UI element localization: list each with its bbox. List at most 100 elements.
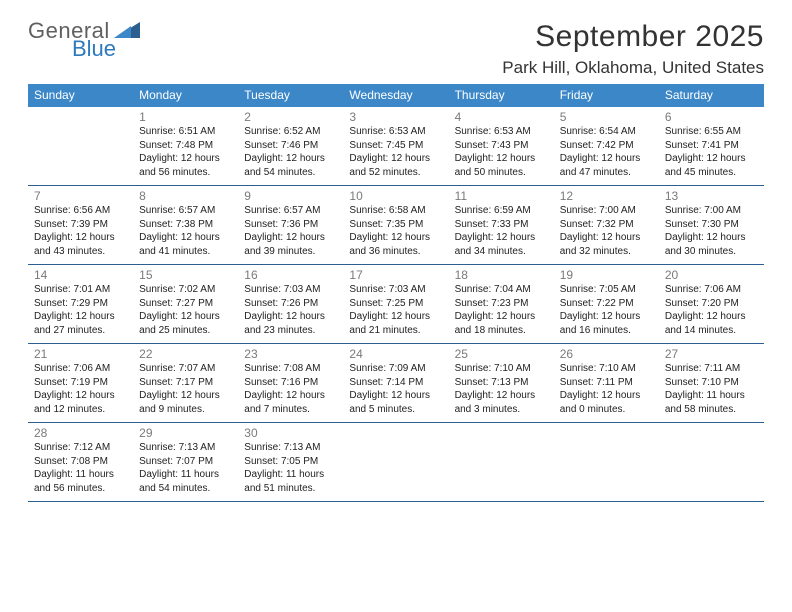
sunset-line: Sunset: 7:16 PM xyxy=(244,376,337,390)
daylight-line: Daylight: 12 hours and 0 minutes. xyxy=(560,389,653,416)
day-cell: 26Sunrise: 7:10 AMSunset: 7:11 PMDayligh… xyxy=(554,344,659,422)
sunset-line: Sunset: 7:42 PM xyxy=(560,139,653,153)
daylight-line: Daylight: 12 hours and 25 minutes. xyxy=(139,310,232,337)
sunrise-line: Sunrise: 7:03 AM xyxy=(244,283,337,297)
sunrise-line: Sunrise: 7:12 AM xyxy=(34,441,127,455)
day-number: 10 xyxy=(349,189,442,203)
sunrise-line: Sunrise: 6:56 AM xyxy=(34,204,127,218)
month-title: September 2025 xyxy=(502,20,764,54)
day-header-cell: Friday xyxy=(554,84,659,107)
day-number: 30 xyxy=(244,426,337,440)
day-number: 6 xyxy=(665,110,758,124)
day-number: 13 xyxy=(665,189,758,203)
daylight-line: Daylight: 12 hours and 3 minutes. xyxy=(455,389,548,416)
sunset-line: Sunset: 7:25 PM xyxy=(349,297,442,311)
sunset-line: Sunset: 7:26 PM xyxy=(244,297,337,311)
sunset-line: Sunset: 7:23 PM xyxy=(455,297,548,311)
daylight-line: Daylight: 12 hours and 5 minutes. xyxy=(349,389,442,416)
day-number: 23 xyxy=(244,347,337,361)
week-row: 21Sunrise: 7:06 AMSunset: 7:19 PMDayligh… xyxy=(28,344,764,423)
sunrise-line: Sunrise: 7:02 AM xyxy=(139,283,232,297)
day-cell xyxy=(343,423,448,501)
day-cell: 11Sunrise: 6:59 AMSunset: 7:33 PMDayligh… xyxy=(449,186,554,264)
daylight-line: Daylight: 12 hours and 21 minutes. xyxy=(349,310,442,337)
daylight-line: Daylight: 12 hours and 7 minutes. xyxy=(244,389,337,416)
day-number: 29 xyxy=(139,426,232,440)
sunrise-line: Sunrise: 6:53 AM xyxy=(455,125,548,139)
day-cell xyxy=(554,423,659,501)
sunset-line: Sunset: 7:35 PM xyxy=(349,218,442,232)
day-cell: 13Sunrise: 7:00 AMSunset: 7:30 PMDayligh… xyxy=(659,186,764,264)
daylight-line: Daylight: 12 hours and 36 minutes. xyxy=(349,231,442,258)
sunrise-line: Sunrise: 7:08 AM xyxy=(244,362,337,376)
week-row: 1Sunrise: 6:51 AMSunset: 7:48 PMDaylight… xyxy=(28,107,764,186)
sunrise-line: Sunrise: 7:13 AM xyxy=(244,441,337,455)
sunset-line: Sunset: 7:45 PM xyxy=(349,139,442,153)
daylight-line: Daylight: 11 hours and 54 minutes. xyxy=(139,468,232,495)
sunset-line: Sunset: 7:41 PM xyxy=(665,139,758,153)
daylight-line: Daylight: 12 hours and 34 minutes. xyxy=(455,231,548,258)
day-cell: 5Sunrise: 6:54 AMSunset: 7:42 PMDaylight… xyxy=(554,107,659,185)
sunset-line: Sunset: 7:13 PM xyxy=(455,376,548,390)
sunrise-line: Sunrise: 6:55 AM xyxy=(665,125,758,139)
sunrise-line: Sunrise: 6:59 AM xyxy=(455,204,548,218)
sunset-line: Sunset: 7:05 PM xyxy=(244,455,337,469)
daylight-line: Daylight: 11 hours and 56 minutes. xyxy=(34,468,127,495)
day-cell: 16Sunrise: 7:03 AMSunset: 7:26 PMDayligh… xyxy=(238,265,343,343)
sunrise-line: Sunrise: 7:01 AM xyxy=(34,283,127,297)
daylight-line: Daylight: 12 hours and 16 minutes. xyxy=(560,310,653,337)
sunset-line: Sunset: 7:10 PM xyxy=(665,376,758,390)
week-row: 7Sunrise: 6:56 AMSunset: 7:39 PMDaylight… xyxy=(28,186,764,265)
day-number: 4 xyxy=(455,110,548,124)
sunrise-line: Sunrise: 7:00 AM xyxy=(560,204,653,218)
sunset-line: Sunset: 7:20 PM xyxy=(665,297,758,311)
day-number: 20 xyxy=(665,268,758,282)
daylight-line: Daylight: 12 hours and 41 minutes. xyxy=(139,231,232,258)
daylight-line: Daylight: 12 hours and 47 minutes. xyxy=(560,152,653,179)
sunrise-line: Sunrise: 7:09 AM xyxy=(349,362,442,376)
daylight-line: Daylight: 12 hours and 9 minutes. xyxy=(139,389,232,416)
sunset-line: Sunset: 7:11 PM xyxy=(560,376,653,390)
daylight-line: Daylight: 11 hours and 51 minutes. xyxy=(244,468,337,495)
sunrise-line: Sunrise: 7:00 AM xyxy=(665,204,758,218)
day-cell: 1Sunrise: 6:51 AMSunset: 7:48 PMDaylight… xyxy=(133,107,238,185)
day-cell xyxy=(659,423,764,501)
day-number: 25 xyxy=(455,347,548,361)
sunset-line: Sunset: 7:39 PM xyxy=(34,218,127,232)
sunset-line: Sunset: 7:48 PM xyxy=(139,139,232,153)
day-cell: 21Sunrise: 7:06 AMSunset: 7:19 PMDayligh… xyxy=(28,344,133,422)
day-number: 24 xyxy=(349,347,442,361)
sunset-line: Sunset: 7:38 PM xyxy=(139,218,232,232)
day-cell: 3Sunrise: 6:53 AMSunset: 7:45 PMDaylight… xyxy=(343,107,448,185)
daylight-line: Daylight: 12 hours and 43 minutes. xyxy=(34,231,127,258)
daylight-line: Daylight: 12 hours and 30 minutes. xyxy=(665,231,758,258)
day-number: 2 xyxy=(244,110,337,124)
day-cell: 29Sunrise: 7:13 AMSunset: 7:07 PMDayligh… xyxy=(133,423,238,501)
day-cell xyxy=(28,107,133,185)
daylight-line: Daylight: 12 hours and 18 minutes. xyxy=(455,310,548,337)
daylight-line: Daylight: 12 hours and 23 minutes. xyxy=(244,310,337,337)
day-header-cell: Sunday xyxy=(28,84,133,107)
day-number: 27 xyxy=(665,347,758,361)
sunrise-line: Sunrise: 7:07 AM xyxy=(139,362,232,376)
day-cell: 23Sunrise: 7:08 AMSunset: 7:16 PMDayligh… xyxy=(238,344,343,422)
sunrise-line: Sunrise: 7:11 AM xyxy=(665,362,758,376)
day-number: 9 xyxy=(244,189,337,203)
sunset-line: Sunset: 7:46 PM xyxy=(244,139,337,153)
sunset-line: Sunset: 7:14 PM xyxy=(349,376,442,390)
day-number: 15 xyxy=(139,268,232,282)
sunset-line: Sunset: 7:07 PM xyxy=(139,455,232,469)
day-number: 5 xyxy=(560,110,653,124)
sunrise-line: Sunrise: 7:13 AM xyxy=(139,441,232,455)
logo: General Blue xyxy=(28,20,140,60)
sunrise-line: Sunrise: 7:05 AM xyxy=(560,283,653,297)
day-number: 22 xyxy=(139,347,232,361)
sunrise-line: Sunrise: 7:10 AM xyxy=(560,362,653,376)
location: Park Hill, Oklahoma, United States xyxy=(502,58,764,78)
day-header-cell: Monday xyxy=(133,84,238,107)
daylight-line: Daylight: 12 hours and 54 minutes. xyxy=(244,152,337,179)
sunset-line: Sunset: 7:29 PM xyxy=(34,297,127,311)
sunrise-line: Sunrise: 6:57 AM xyxy=(139,204,232,218)
week-row: 14Sunrise: 7:01 AMSunset: 7:29 PMDayligh… xyxy=(28,265,764,344)
daylight-line: Daylight: 12 hours and 14 minutes. xyxy=(665,310,758,337)
